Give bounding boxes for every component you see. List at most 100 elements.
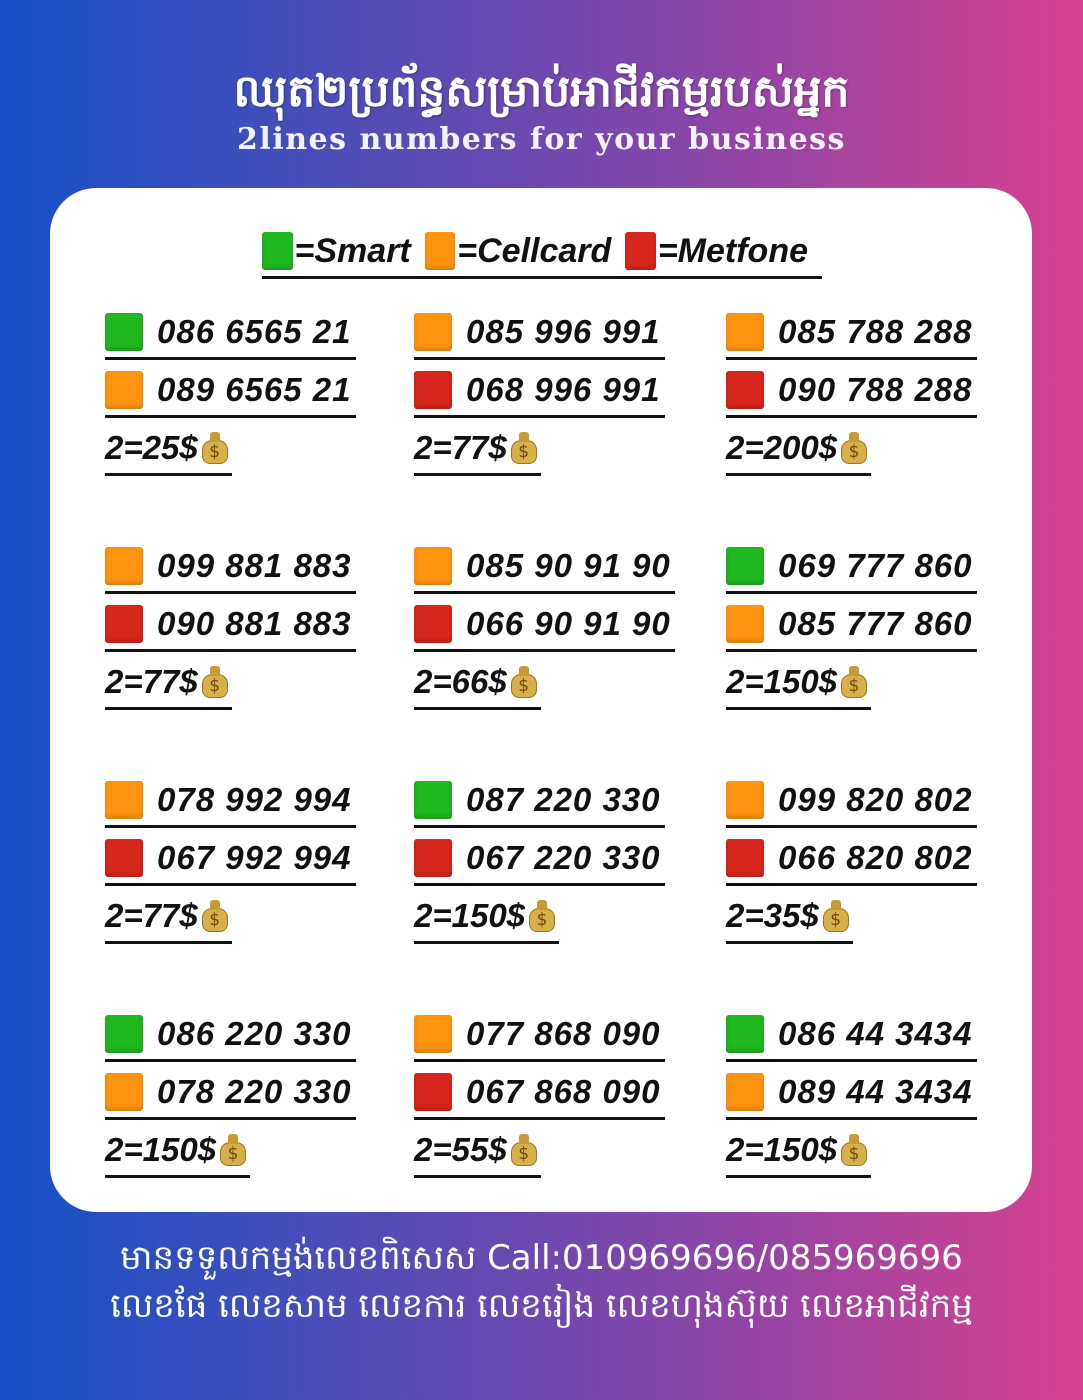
money-bag-icon: [510, 1134, 537, 1166]
underline: [414, 415, 665, 418]
number-set: 099 881 883 090 881 883 2=77$: [105, 538, 365, 710]
metfone-color-swatch: [726, 839, 764, 877]
underline: [414, 1117, 665, 1120]
underline: [414, 883, 665, 886]
phone-number: 067 868 090: [466, 1073, 661, 1110]
phone-number: 067 992 994: [157, 839, 352, 876]
phone-line: 085 777 860: [726, 596, 986, 652]
underline: [414, 707, 541, 710]
number-set: 078 992 994 067 992 994 2=77$: [105, 772, 365, 944]
price: 2=77$: [105, 663, 198, 700]
phone-number: 099 820 802: [778, 781, 973, 818]
price: 2=150$: [726, 663, 838, 700]
legend-cellcard: =Cellcard: [457, 231, 612, 270]
phone-number: 089 6565 21: [157, 371, 352, 408]
cellcard-color-swatch: [424, 232, 456, 270]
phone-line: 085 996 991: [414, 304, 674, 360]
phone-line: 067 868 090: [414, 1064, 674, 1120]
underline: [105, 357, 356, 360]
smart-color-swatch: [105, 313, 143, 351]
price-line: 2=150$: [726, 1122, 986, 1178]
price-line: 2=25$: [105, 420, 365, 476]
legend-smart: =Smart: [294, 231, 411, 270]
phone-number: 085 777 860: [778, 605, 973, 642]
price: 2=35$: [726, 897, 819, 934]
price-line: 2=200$: [726, 420, 986, 476]
phone-line: 086 44 3434: [726, 1006, 986, 1062]
money-bag-icon: [201, 900, 228, 932]
underline: [726, 707, 871, 710]
money-bag-icon: [510, 666, 537, 698]
phone-number: 086 6565 21: [157, 313, 352, 350]
phone-line: 089 44 3434: [726, 1064, 986, 1120]
phone-line: 099 881 883: [105, 538, 365, 594]
smart-color-swatch: [414, 781, 452, 819]
metfone-color-swatch: [625, 232, 656, 270]
money-bag-icon: [201, 432, 228, 464]
phone-number: 066 90 91 90: [466, 605, 671, 642]
price: 2=150$: [414, 897, 526, 934]
money-bag-icon: [529, 900, 556, 932]
cellcard-color-swatch: [726, 1073, 764, 1111]
money-bag-icon: [841, 1134, 868, 1166]
phone-number: 069 777 860: [778, 547, 973, 584]
number-set: 085 788 288 090 788 288 2=200$: [726, 304, 986, 476]
number-set: 077 868 090 067 868 090 2=55$: [414, 1006, 674, 1178]
phone-number: 077 868 090: [466, 1015, 661, 1052]
price: 2=77$: [414, 429, 507, 466]
underline: [414, 941, 559, 944]
underline: [105, 591, 356, 594]
underline: [726, 415, 977, 418]
metfone-color-swatch: [414, 1073, 452, 1111]
underline: [105, 1059, 356, 1062]
metfone-color-swatch: [414, 371, 452, 409]
phone-number: 099 881 883: [157, 547, 352, 584]
cellcard-color-swatch: [105, 547, 143, 585]
underline: [414, 473, 541, 476]
phone-line: 067 220 330: [414, 830, 674, 886]
cellcard-color-swatch: [726, 605, 764, 643]
smart-color-swatch: [105, 1015, 143, 1053]
underline: [726, 883, 977, 886]
price: 2=200$: [726, 429, 838, 466]
underline: [105, 473, 232, 476]
smart-color-swatch: [726, 1015, 764, 1053]
phone-line: 069 777 860: [726, 538, 986, 594]
phone-number: 085 90 91 90: [466, 547, 671, 584]
underline: [726, 1117, 977, 1120]
cellcard-color-swatch: [726, 313, 764, 351]
price-line: 2=77$: [105, 888, 365, 944]
number-set: 086 220 330 078 220 330 2=150$: [105, 1006, 365, 1178]
price-line: 2=150$: [726, 654, 986, 710]
cellcard-color-swatch: [414, 313, 452, 351]
underline: [414, 357, 665, 360]
phone-line: 066 820 802: [726, 830, 986, 886]
price-line: 2=77$: [105, 654, 365, 710]
number-set: 087 220 330 067 220 330 2=150$: [414, 772, 674, 944]
underline: [726, 825, 977, 828]
phone-line: 078 220 330: [105, 1064, 365, 1120]
phone-number: 090 788 288: [778, 371, 973, 408]
number-set: 099 820 802 066 820 802 2=35$: [726, 772, 986, 944]
price-line: 2=55$: [414, 1122, 674, 1178]
price: 2=77$: [105, 897, 198, 934]
money-bag-icon: [510, 432, 537, 464]
number-set: 085 996 991 068 996 991 2=77$: [414, 304, 674, 476]
metfone-color-swatch: [726, 371, 764, 409]
underline: [105, 883, 356, 886]
phone-number: 089 44 3434: [778, 1073, 973, 1110]
cellcard-color-swatch: [105, 781, 143, 819]
phone-number: 068 996 991: [466, 371, 661, 408]
underline: [726, 941, 853, 944]
underline: [726, 473, 871, 476]
underline: [726, 1059, 977, 1062]
underline: [726, 1175, 871, 1178]
underline: [105, 415, 356, 418]
price: 2=55$: [414, 1131, 507, 1168]
phone-line: 085 788 288: [726, 304, 986, 360]
underline: [105, 1117, 356, 1120]
phone-number: 086 44 3434: [778, 1015, 973, 1052]
phone-number: 085 788 288: [778, 313, 973, 350]
phone-number: 078 220 330: [157, 1073, 352, 1110]
footer-categories-line: លេខផែ លេខសាម លេខការ លេខរៀង លេខហុងស៊ុយ លេ…: [110, 1286, 973, 1326]
